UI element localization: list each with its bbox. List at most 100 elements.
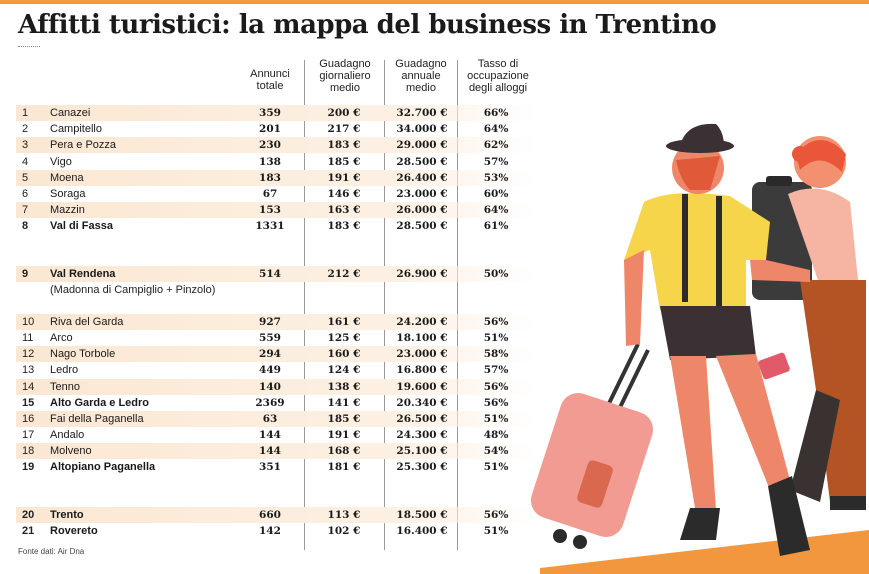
row-tasso: 64% (483, 204, 509, 216)
row-guadagno-annuale: 18.500 € (396, 509, 448, 521)
row-location: Altopiano Paganella (50, 461, 156, 473)
column-divider (457, 60, 458, 550)
row-tasso: 56% (483, 316, 509, 328)
row-guadagno-annuale: 26.500 € (396, 413, 448, 425)
row-guadagno-giornaliero: 102 € (327, 525, 361, 537)
row-guadagno-giornaliero: 141 € (327, 397, 361, 409)
row-number: 6 (22, 188, 29, 200)
row-guadagno-annuale: 26.900 € (396, 268, 448, 280)
row-guadagno-giornaliero: 124 € (327, 364, 361, 376)
row-number: 5 (22, 172, 29, 184)
column-divider (304, 60, 305, 550)
row-guadagno-annuale: 24.300 € (396, 429, 448, 441)
row-annunci: 144 (259, 445, 281, 457)
table-row: 18 Molveno 144 168 € 25.100 € 54% (16, 443, 536, 459)
row-tasso: 56% (483, 509, 509, 521)
row-guadagno-annuale: 28.500 € (396, 156, 448, 168)
row-guadagno-giornaliero: 185 € (327, 156, 361, 168)
row-tasso: 56% (483, 397, 509, 409)
table-row: 6 Soraga 67 146 € 23.000 € 60% (16, 186, 536, 202)
table-row: 11 Arco 559 125 € 18.100 € 51% (16, 330, 536, 346)
row-guadagno-annuale: 24.200 € (396, 316, 448, 328)
row-number: 2 (22, 123, 29, 135)
title-divider (18, 46, 40, 47)
row-number: 14 (22, 381, 35, 393)
page-title: Affitti turistici: la mappa del business… (18, 10, 717, 40)
row-guadagno-annuale: 25.300 € (396, 461, 448, 473)
row-location: Moena (50, 172, 84, 184)
row-annunci: 183 (259, 172, 281, 184)
row-guadagno-giornaliero: 168 € (327, 445, 361, 457)
row-number: 8 (22, 220, 29, 232)
table-row: 15 Alto Garda e Ledro 2369 141 € 20.340 € 56% (16, 395, 536, 411)
row-guadagno-giornaliero: 146 € (327, 188, 361, 200)
row-location: Riva del Garda (50, 316, 124, 328)
row-number: 10 (22, 316, 35, 328)
row-annunci: 144 (259, 429, 281, 441)
table-row: 2 Campitello 201 217 € 34.000 € 64% (16, 121, 536, 137)
row-location: Vigo (50, 156, 72, 168)
row-tasso: 53% (483, 172, 509, 184)
row-guadagno-giornaliero: 191 € (327, 429, 361, 441)
row-tasso: 66% (483, 107, 509, 119)
row-location: Molveno (50, 445, 92, 457)
row-location: Canazei (50, 107, 91, 119)
travelers-illustration (530, 123, 869, 574)
row-guadagno-annuale: 20.340 € (396, 397, 448, 409)
row-guadagno-giornaliero: 185 € (327, 413, 361, 425)
row-guadagno-annuale: 19.600 € (396, 381, 448, 393)
table-row: 1 Canazei 359 200 € 32.700 € 66% (16, 105, 536, 121)
row-tasso: 57% (483, 364, 509, 376)
row-guadagno-annuale: 28.500 € (396, 220, 448, 232)
row-number: 20 (22, 509, 35, 521)
row-number: 11 (22, 332, 34, 344)
table-row: 14 Tenno 140 138 € 19.600 € 56% (16, 379, 536, 395)
row-number: 17 (22, 429, 35, 441)
row-location: Val di Fassa (50, 220, 113, 232)
table-row: 19 Altopiano Paganella 351 181 € 25.300 € 51% (16, 459, 536, 475)
row-guadagno-giornaliero: 191 € (327, 172, 361, 184)
row-location: Soraga (50, 188, 86, 200)
row-annunci: 514 (259, 268, 281, 280)
table-row: 7 Mazzin 153 163 € 26.000 € 64% (16, 202, 536, 218)
row-location: Trento (50, 509, 84, 521)
row-annunci: 1331 (255, 220, 285, 232)
row-number: 16 (22, 413, 35, 425)
row-guadagno-giornaliero: 200 € (327, 107, 361, 119)
row-tasso: 64% (483, 123, 509, 135)
row-tasso: 50% (483, 268, 509, 280)
row-annunci: 449 (259, 364, 281, 376)
row-number: 18 (22, 445, 35, 457)
table-row: 16 Fai della Paganella 63 185 € 26.500 € 51% (16, 411, 536, 427)
table-row: 8 Val di Fassa 1331 183 € 28.500 € 61% (16, 218, 536, 234)
row-guadagno-giornaliero: 138 € (327, 381, 361, 393)
row-annunci: 927 (259, 316, 281, 328)
row-number: 4 (22, 156, 29, 168)
row-annunci: 2369 (255, 397, 285, 409)
table-row: 17 Andalo 144 191 € 24.300 € 48% (16, 427, 536, 443)
row-guadagno-annuale: 34.000 € (396, 123, 448, 135)
row-guadagno-annuale: 23.000 € (396, 188, 448, 200)
row-location: Ledro (50, 364, 79, 376)
row-number: 7 (22, 204, 29, 216)
row-guadagno-annuale: 16.800 € (396, 364, 448, 376)
row-guadagno-giornaliero: 161 € (327, 316, 361, 328)
row-guadagno-annuale: 32.700 € (396, 107, 448, 119)
row-location: Alto Garda e Ledro (50, 397, 150, 409)
row-tasso: 57% (483, 156, 509, 168)
row-number: 21 (22, 525, 35, 537)
row-location: Rovereto (50, 525, 98, 537)
row-tasso: 51% (483, 332, 509, 344)
header-tasso-occupazione: Tasso di occupazione degli alloggi (467, 58, 529, 94)
row-guadagno-annuale: 25.100 € (396, 445, 448, 457)
row-number: 1 (22, 107, 29, 119)
table-row: 21 Rovereto 142 102 € 16.400 € 51% (16, 523, 536, 539)
row-guadagno-giornaliero: 212 € (327, 268, 361, 280)
table-row: 13 Ledro 449 124 € 16.800 € 57% (16, 362, 536, 378)
row-location: Val Rendena (50, 268, 116, 280)
row-annunci: 201 (259, 123, 281, 135)
row-guadagno-giornaliero: 183 € (327, 139, 361, 151)
row-location: Pera e Pozza (50, 139, 117, 151)
row-tasso: 60% (483, 188, 509, 200)
row-annunci: 230 (259, 139, 281, 151)
